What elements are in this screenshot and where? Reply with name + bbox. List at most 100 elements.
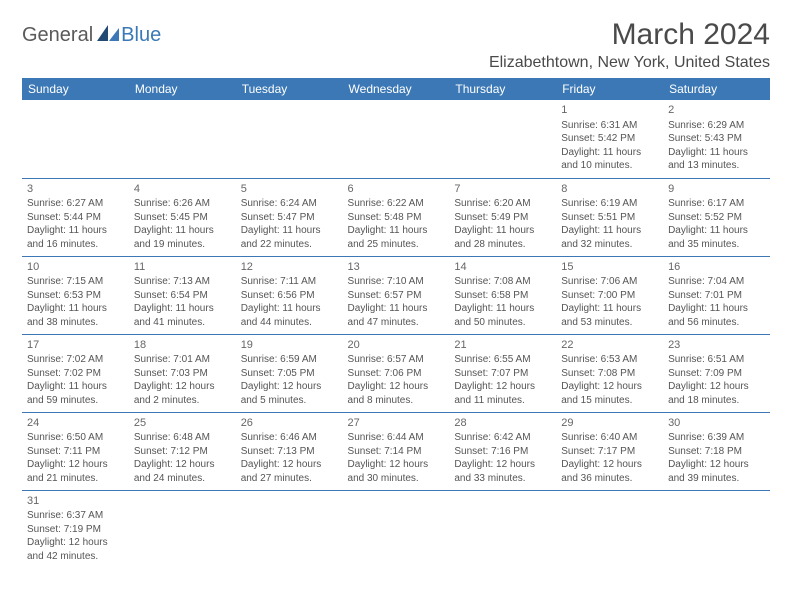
daylight-line: Daylight: 11 hours and 59 minutes.: [27, 380, 124, 407]
sunrise-line: Sunrise: 7:06 AM: [561, 275, 658, 289]
sunset-line: Sunset: 7:01 PM: [668, 289, 765, 303]
sunset-line: Sunset: 7:13 PM: [241, 445, 338, 459]
day-number: 11: [134, 260, 231, 275]
empty-cell: [343, 490, 450, 566]
daylight-line: Daylight: 12 hours and 24 minutes.: [134, 458, 231, 485]
day-cell-28: 28Sunrise: 6:42 AMSunset: 7:16 PMDayligh…: [449, 412, 556, 490]
day-number: 22: [561, 338, 658, 353]
sunset-line: Sunset: 5:43 PM: [668, 132, 765, 146]
day-cell-5: 5Sunrise: 6:24 AMSunset: 5:47 PMDaylight…: [236, 178, 343, 256]
daylight-line: Daylight: 11 hours and 47 minutes.: [348, 302, 445, 329]
day-number: 6: [348, 182, 445, 197]
daylight-line: Daylight: 12 hours and 11 minutes.: [454, 380, 551, 407]
day-number: 16: [668, 260, 765, 275]
daylight-line: Daylight: 12 hours and 27 minutes.: [241, 458, 338, 485]
sunrise-line: Sunrise: 7:10 AM: [348, 275, 445, 289]
day-number: 23: [668, 338, 765, 353]
sunset-line: Sunset: 5:49 PM: [454, 211, 551, 225]
sunset-line: Sunset: 7:06 PM: [348, 367, 445, 381]
sunrise-line: Sunrise: 6:31 AM: [561, 119, 658, 133]
day-number: 24: [27, 416, 124, 431]
empty-cell: [129, 490, 236, 566]
sunset-line: Sunset: 7:02 PM: [27, 367, 124, 381]
sunset-line: Sunset: 7:19 PM: [27, 523, 124, 537]
day-number: 14: [454, 260, 551, 275]
day-number: 20: [348, 338, 445, 353]
day-cell-16: 16Sunrise: 7:04 AMSunset: 7:01 PMDayligh…: [663, 256, 770, 334]
day-cell-6: 6Sunrise: 6:22 AMSunset: 5:48 PMDaylight…: [343, 178, 450, 256]
day-number: 19: [241, 338, 338, 353]
day-cell-30: 30Sunrise: 6:39 AMSunset: 7:18 PMDayligh…: [663, 412, 770, 490]
day-cell-26: 26Sunrise: 6:46 AMSunset: 7:13 PMDayligh…: [236, 412, 343, 490]
sunrise-line: Sunrise: 6:40 AM: [561, 431, 658, 445]
sunrise-line: Sunrise: 6:17 AM: [668, 197, 765, 211]
sunrise-line: Sunrise: 6:24 AM: [241, 197, 338, 211]
sunrise-line: Sunrise: 6:20 AM: [454, 197, 551, 211]
day-number: 10: [27, 260, 124, 275]
sunset-line: Sunset: 7:05 PM: [241, 367, 338, 381]
sunrise-line: Sunrise: 6:22 AM: [348, 197, 445, 211]
sunrise-line: Sunrise: 6:55 AM: [454, 353, 551, 367]
logo-text-blue: Blue: [121, 24, 161, 47]
day-number: 25: [134, 416, 231, 431]
sunrise-line: Sunrise: 6:59 AM: [241, 353, 338, 367]
empty-cell: [556, 490, 663, 566]
sunrise-line: Sunrise: 7:15 AM: [27, 275, 124, 289]
day-cell-3: 3Sunrise: 6:27 AMSunset: 5:44 PMDaylight…: [22, 178, 129, 256]
day-number: 15: [561, 260, 658, 275]
day-cell-1: 1Sunrise: 6:31 AMSunset: 5:42 PMDaylight…: [556, 100, 663, 178]
day-cell-20: 20Sunrise: 6:57 AMSunset: 7:06 PMDayligh…: [343, 334, 450, 412]
sunset-line: Sunset: 7:09 PM: [668, 367, 765, 381]
day-cell-10: 10Sunrise: 7:15 AMSunset: 6:53 PMDayligh…: [22, 256, 129, 334]
calendar-row: 24Sunrise: 6:50 AMSunset: 7:11 PMDayligh…: [22, 412, 770, 490]
day-cell-19: 19Sunrise: 6:59 AMSunset: 7:05 PMDayligh…: [236, 334, 343, 412]
day-number: 1: [561, 103, 658, 118]
logo-text-general: General: [22, 24, 93, 47]
day-header-tuesday: Tuesday: [236, 78, 343, 100]
daylight-line: Daylight: 11 hours and 35 minutes.: [668, 224, 765, 251]
sunrise-line: Sunrise: 6:53 AM: [561, 353, 658, 367]
daylight-line: Daylight: 11 hours and 16 minutes.: [27, 224, 124, 251]
sunrise-line: Sunrise: 6:57 AM: [348, 353, 445, 367]
sunrise-line: Sunrise: 7:13 AM: [134, 275, 231, 289]
daylight-line: Daylight: 11 hours and 25 minutes.: [348, 224, 445, 251]
day-cell-12: 12Sunrise: 7:11 AMSunset: 6:56 PMDayligh…: [236, 256, 343, 334]
day-cell-23: 23Sunrise: 6:51 AMSunset: 7:09 PMDayligh…: [663, 334, 770, 412]
sunset-line: Sunset: 5:45 PM: [134, 211, 231, 225]
day-number: 21: [454, 338, 551, 353]
sunset-line: Sunset: 5:42 PM: [561, 132, 658, 146]
empty-cell: [236, 490, 343, 566]
daylight-line: Daylight: 12 hours and 2 minutes.: [134, 380, 231, 407]
day-cell-18: 18Sunrise: 7:01 AMSunset: 7:03 PMDayligh…: [129, 334, 236, 412]
day-number: 12: [241, 260, 338, 275]
daylight-line: Daylight: 12 hours and 8 minutes.: [348, 380, 445, 407]
sunset-line: Sunset: 7:03 PM: [134, 367, 231, 381]
day-cell-25: 25Sunrise: 6:48 AMSunset: 7:12 PMDayligh…: [129, 412, 236, 490]
sunrise-line: Sunrise: 7:01 AM: [134, 353, 231, 367]
sunset-line: Sunset: 6:54 PM: [134, 289, 231, 303]
daylight-line: Daylight: 11 hours and 13 minutes.: [668, 146, 765, 173]
sunrise-line: Sunrise: 6:19 AM: [561, 197, 658, 211]
calendar-header-row: SundayMondayTuesdayWednesdayThursdayFrid…: [22, 78, 770, 100]
day-number: 18: [134, 338, 231, 353]
sunset-line: Sunset: 7:16 PM: [454, 445, 551, 459]
sunset-line: Sunset: 6:56 PM: [241, 289, 338, 303]
day-number: 17: [27, 338, 124, 353]
sunrise-line: Sunrise: 6:46 AM: [241, 431, 338, 445]
day-number: 8: [561, 182, 658, 197]
daylight-line: Daylight: 11 hours and 28 minutes.: [454, 224, 551, 251]
daylight-line: Daylight: 12 hours and 30 minutes.: [348, 458, 445, 485]
day-cell-27: 27Sunrise: 6:44 AMSunset: 7:14 PMDayligh…: [343, 412, 450, 490]
day-number: 29: [561, 416, 658, 431]
day-number: 2: [668, 103, 765, 118]
day-cell-17: 17Sunrise: 7:02 AMSunset: 7:02 PMDayligh…: [22, 334, 129, 412]
daylight-line: Daylight: 11 hours and 53 minutes.: [561, 302, 658, 329]
daylight-line: Daylight: 11 hours and 44 minutes.: [241, 302, 338, 329]
calendar-row: 31Sunrise: 6:37 AMSunset: 7:19 PMDayligh…: [22, 490, 770, 566]
sunset-line: Sunset: 7:17 PM: [561, 445, 658, 459]
sunrise-line: Sunrise: 7:02 AM: [27, 353, 124, 367]
day-header-monday: Monday: [129, 78, 236, 100]
daylight-line: Daylight: 11 hours and 38 minutes.: [27, 302, 124, 329]
location: Elizabethtown, New York, United States: [489, 54, 770, 72]
sunset-line: Sunset: 6:53 PM: [27, 289, 124, 303]
